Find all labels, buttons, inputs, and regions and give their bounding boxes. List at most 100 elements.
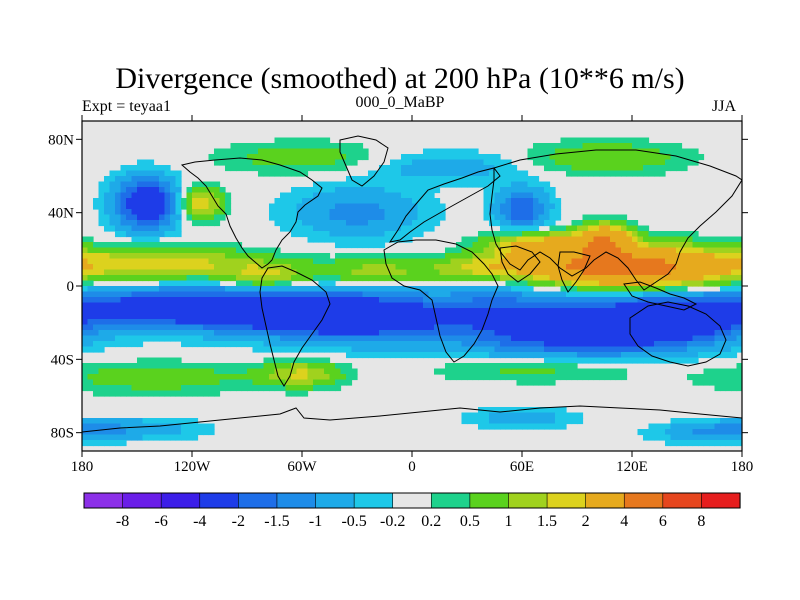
field-cell [181,291,188,298]
field-cell [445,297,452,304]
field-cell [489,253,496,260]
field-cell [390,335,397,342]
field-cell [571,357,578,364]
field-cell [450,363,457,370]
field-cell [307,291,314,298]
field-cell [98,253,105,260]
field-cell [170,220,177,227]
field-cell [153,231,160,238]
field-cell [571,275,578,282]
field-cell [621,247,628,254]
field-cell [379,297,386,304]
field-cell [109,335,116,342]
field-cell [302,269,309,276]
field-cell [197,247,204,254]
field-cell [445,335,452,342]
field-cell [170,187,177,194]
field-cell [142,225,149,232]
field-cell [214,187,221,194]
field-cell [291,137,298,144]
field-cell [456,313,463,320]
field-cell [461,324,468,331]
field-cell [505,264,512,271]
field-cell [307,253,314,260]
field-cell [318,209,325,216]
field-cell [670,302,677,309]
field-cell [445,165,452,172]
field-cell [483,418,490,425]
field-cell [142,297,149,304]
field-cell [346,368,353,375]
field-cell [159,357,166,364]
field-cell [159,423,166,430]
field-cell [423,330,430,337]
field-cell [296,324,303,331]
field-cell [604,297,611,304]
field-cell [632,148,639,155]
field-cell [318,302,325,309]
field-cell [687,275,694,282]
field-cell [318,203,325,210]
field-cell [516,214,523,221]
field-cell [698,434,705,441]
field-cell [307,302,314,309]
field-cell [368,198,375,205]
field-cell [340,220,347,227]
field-cell [131,291,138,298]
field-cell [203,423,210,430]
field-cell [93,368,100,375]
field-cell [709,434,716,441]
field-cell [604,154,611,161]
field-cell [604,302,611,309]
field-cell [610,374,617,381]
field-cell [98,308,105,315]
field-cell [494,412,501,419]
field-cell [483,302,490,309]
field-cell [263,159,270,166]
field-cell [731,291,738,298]
field-cell [522,231,529,238]
field-cell [599,346,606,353]
field-cell [148,176,155,183]
field-cell [648,143,655,150]
field-cell [142,269,149,276]
field-cell [527,330,534,337]
field-cell [516,374,523,381]
field-cell [412,308,419,315]
field-cell [109,247,116,254]
field-cell [296,357,303,364]
field-cell [654,330,661,337]
field-cell [538,203,545,210]
field-cell [456,335,463,342]
field-cell [148,390,155,397]
field-cell [192,181,199,188]
field-cell [731,269,738,276]
field-cell [527,423,534,430]
field-cell [709,275,716,282]
field-cell [170,390,177,397]
field-cell [159,302,166,309]
field-cell [582,137,589,144]
field-cell [692,269,699,276]
field-cell [384,269,391,276]
field-cell [676,324,683,331]
field-cell [186,434,193,441]
field-cell [296,231,303,238]
field-cell [329,275,336,282]
field-cell [159,258,166,265]
field-cell [170,242,177,249]
field-cell [373,176,380,183]
field-cell [258,346,265,353]
field-cell [131,379,138,386]
field-cell [109,341,116,348]
field-cell [230,275,237,282]
field-cell [406,214,413,221]
x-tick-label: 120E [616,459,648,475]
field-cell [115,203,122,210]
field-cell [164,275,171,282]
field-cell [324,379,331,386]
field-cell [241,253,248,260]
field-cell [406,352,413,359]
field-cell [456,319,463,326]
field-cell [577,297,584,304]
